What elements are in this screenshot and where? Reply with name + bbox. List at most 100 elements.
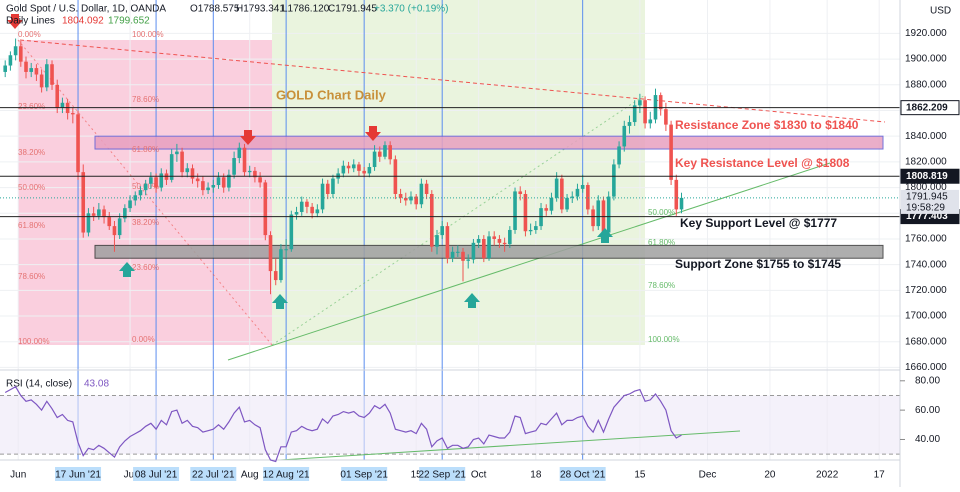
candle-body: [549, 197, 554, 211]
x-tick-label: Jul: [124, 470, 137, 481]
fib-label: 38.20%: [18, 148, 45, 157]
y-tick-label: 1660.000: [905, 362, 947, 373]
candle-body: [351, 164, 356, 169]
candle-body: [461, 251, 465, 261]
candle-body: [221, 177, 226, 188]
y-tick-label: 1840.000: [905, 131, 947, 142]
candle-body: [86, 213, 91, 233]
fib-label: 100.00%: [132, 30, 164, 39]
rsi-tick-label: 40.00: [915, 434, 940, 445]
candle-body: [138, 190, 143, 196]
candle-body: [565, 197, 569, 210]
candle-body: [258, 177, 262, 183]
x-tick-label: 18: [530, 470, 542, 481]
candle-body: [362, 170, 366, 174]
candle-body: [580, 185, 585, 189]
fib-label: 61.80%: [18, 221, 45, 230]
rsi-last: 43.08: [84, 379, 109, 390]
candle-body: [45, 64, 49, 88]
candle-body: [8, 55, 13, 66]
fib-label: 38.20%: [132, 218, 159, 227]
candle-body: [627, 122, 632, 126]
fib-line: [17, 39, 273, 346]
candle-body: [648, 119, 653, 124]
candle-body: [586, 185, 590, 210]
candle-body: [570, 196, 575, 198]
trendline: [227, 162, 831, 361]
x-tick-highlight: [133, 467, 180, 481]
arrows-up: [119, 228, 613, 309]
x-tick-label: 17: [874, 470, 886, 481]
candle-body: [502, 242, 507, 245]
trendline: [19, 39, 886, 123]
x-tick-label: 12 Aug '21: [263, 470, 310, 481]
candle-body: [497, 238, 502, 243]
arrow-down: [7, 14, 23, 29]
arrow-up: [119, 262, 135, 277]
candle-body: [60, 102, 65, 108]
rsi-line: [4, 385, 682, 463]
candle-body: [263, 182, 268, 236]
candle-body: [29, 68, 34, 72]
x-tick-label: Aug: [241, 470, 259, 481]
candle-body: [305, 201, 309, 207]
x-tick-highlight: [190, 467, 237, 481]
annotation: Key Support Level @ $1777: [680, 216, 837, 230]
candle-body: [3, 65, 8, 72]
x-tick-highlight: [55, 467, 102, 481]
candle-body: [409, 196, 413, 201]
candle-body: [169, 154, 174, 180]
level-label: 1862.209: [906, 102, 948, 113]
candle-body: [24, 61, 28, 72]
fib-label: 61.80%: [132, 145, 159, 154]
y-tick-label: 1740.000: [905, 259, 947, 270]
indicator-value: 1799.652: [108, 16, 150, 27]
candle-body: [242, 147, 247, 173]
candle-body: [289, 214, 294, 250]
candle-body: [154, 177, 158, 188]
candle-body: [310, 206, 314, 214]
y-tick-label: 1820.000: [905, 157, 947, 168]
fib-label: 50.00%: [648, 208, 675, 217]
candle-body: [299, 201, 304, 212]
ohlc: L1786.120: [282, 4, 330, 15]
fib-label: 100.00%: [18, 337, 50, 346]
annotation: Key Resistance Level @ $1808: [675, 156, 850, 170]
x-tick-label: 2022: [816, 470, 839, 481]
rsi-label: RSI (14, close): [6, 379, 72, 390]
candle-body: [398, 193, 403, 198]
y-tick-label: 1880.000: [905, 79, 947, 90]
header: Gold Spot / U.S. Dollar, 1D, OANDA O1788…: [6, 4, 951, 390]
fib-label: 78.60%: [132, 95, 159, 104]
candle-body: [216, 177, 221, 185]
candle-body: [471, 242, 476, 260]
candle-body: [185, 168, 190, 173]
candle-body: [117, 218, 122, 236]
indicator-value: 1804.092: [62, 16, 104, 27]
candle-body: [606, 196, 611, 233]
candle-body: [388, 145, 392, 160]
fib-label: 23.60%: [132, 263, 159, 272]
candle-body: [159, 173, 164, 188]
rsi-tick-label: 80.00: [915, 375, 940, 386]
candle-body: [19, 46, 23, 62]
candle-body: [273, 271, 278, 281]
fib-zone-green: [272, 0, 645, 345]
candle-body: [81, 172, 86, 233]
arrow-down: [240, 130, 256, 145]
candle-body: [534, 226, 538, 230]
fib-label: 23.60%: [18, 102, 45, 111]
fib-label: 100.00%: [648, 335, 680, 344]
candle-body: [253, 170, 257, 178]
level-label: 1777.403: [906, 211, 948, 222]
fib-label: 78.60%: [18, 272, 45, 281]
candle-body: [632, 105, 637, 123]
y-tick-label: 1920.000: [905, 28, 947, 39]
candle-body: [97, 209, 101, 216]
candle-body: [617, 146, 621, 165]
candle-body: [523, 193, 528, 232]
candle-body: [643, 100, 647, 124]
candle-body: [450, 251, 455, 259]
arrow-up: [597, 228, 613, 243]
